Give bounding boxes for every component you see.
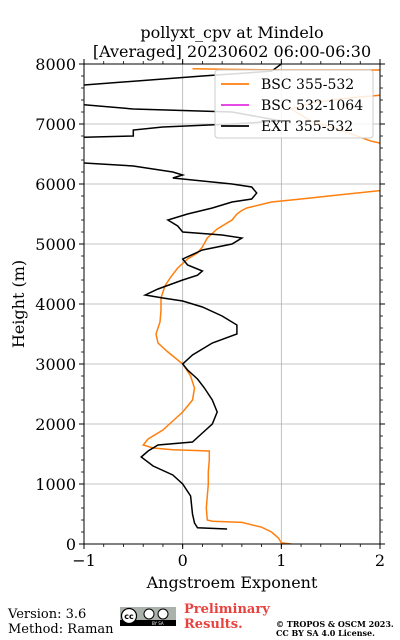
chart-title-line1: pollyxt_cpv at Mindelo [140, 23, 323, 42]
x-tick-label: 1 [276, 551, 286, 570]
method-text: Method: Raman [8, 622, 114, 637]
legend-box [214, 69, 374, 139]
y-tick-label: 6000 [35, 175, 76, 194]
copyright-line2: CC BY SA 4.0 License. [276, 628, 375, 638]
x-axis-label: Angstroem Exponent [146, 573, 318, 592]
series-line-ext-355-532 [84, 162, 258, 530]
y-tick-label: 5000 [35, 235, 76, 254]
preliminary-line2: Results. [184, 617, 243, 632]
svg-text:cc: cc [124, 612, 134, 621]
y-axis-label: Height (m) [9, 260, 28, 348]
y-tick-label: 4000 [35, 295, 76, 314]
legend-label: BSC 532-1064 [261, 98, 363, 114]
y-tick-label: 3000 [35, 355, 76, 374]
cc-by-sa-badge-icon: cc BY SA [120, 607, 176, 626]
x-tick-label: 2 [375, 551, 385, 570]
y-tick-label: 0 [66, 535, 76, 554]
x-tick-label: −1 [72, 551, 96, 570]
y-tick-label: 2000 [35, 415, 76, 434]
y-tick-label: 7000 [35, 115, 76, 134]
preliminary-notice: Preliminary Results. [184, 602, 270, 632]
copyright-line1: © TROPOS & OSCM 2023. [276, 619, 394, 629]
y-tick-label: 1000 [35, 475, 76, 494]
legend-label: EXT 355-532 [261, 119, 353, 135]
x-tick-label: 0 [178, 551, 188, 570]
preliminary-line1: Preliminary [184, 602, 270, 617]
y-tick-label: 8000 [35, 55, 76, 74]
series-line-bsc-355-532 [141, 189, 380, 544]
legend: BSC 355-532 BSC 532-1064 EXT 355-532 [214, 69, 374, 139]
version-text: Version: 3.6 [8, 607, 87, 622]
legend-label: BSC 355-532 [261, 77, 354, 93]
chart-title-line2: [Averaged] 20230602 06:00-06:30 [93, 42, 371, 61]
plot-frame [83, 63, 381, 545]
svg-text:BY SA: BY SA [152, 621, 164, 626]
copyright-notice: © TROPOS & OSCM 2023. CC BY SA 4.0 Licen… [276, 620, 394, 638]
